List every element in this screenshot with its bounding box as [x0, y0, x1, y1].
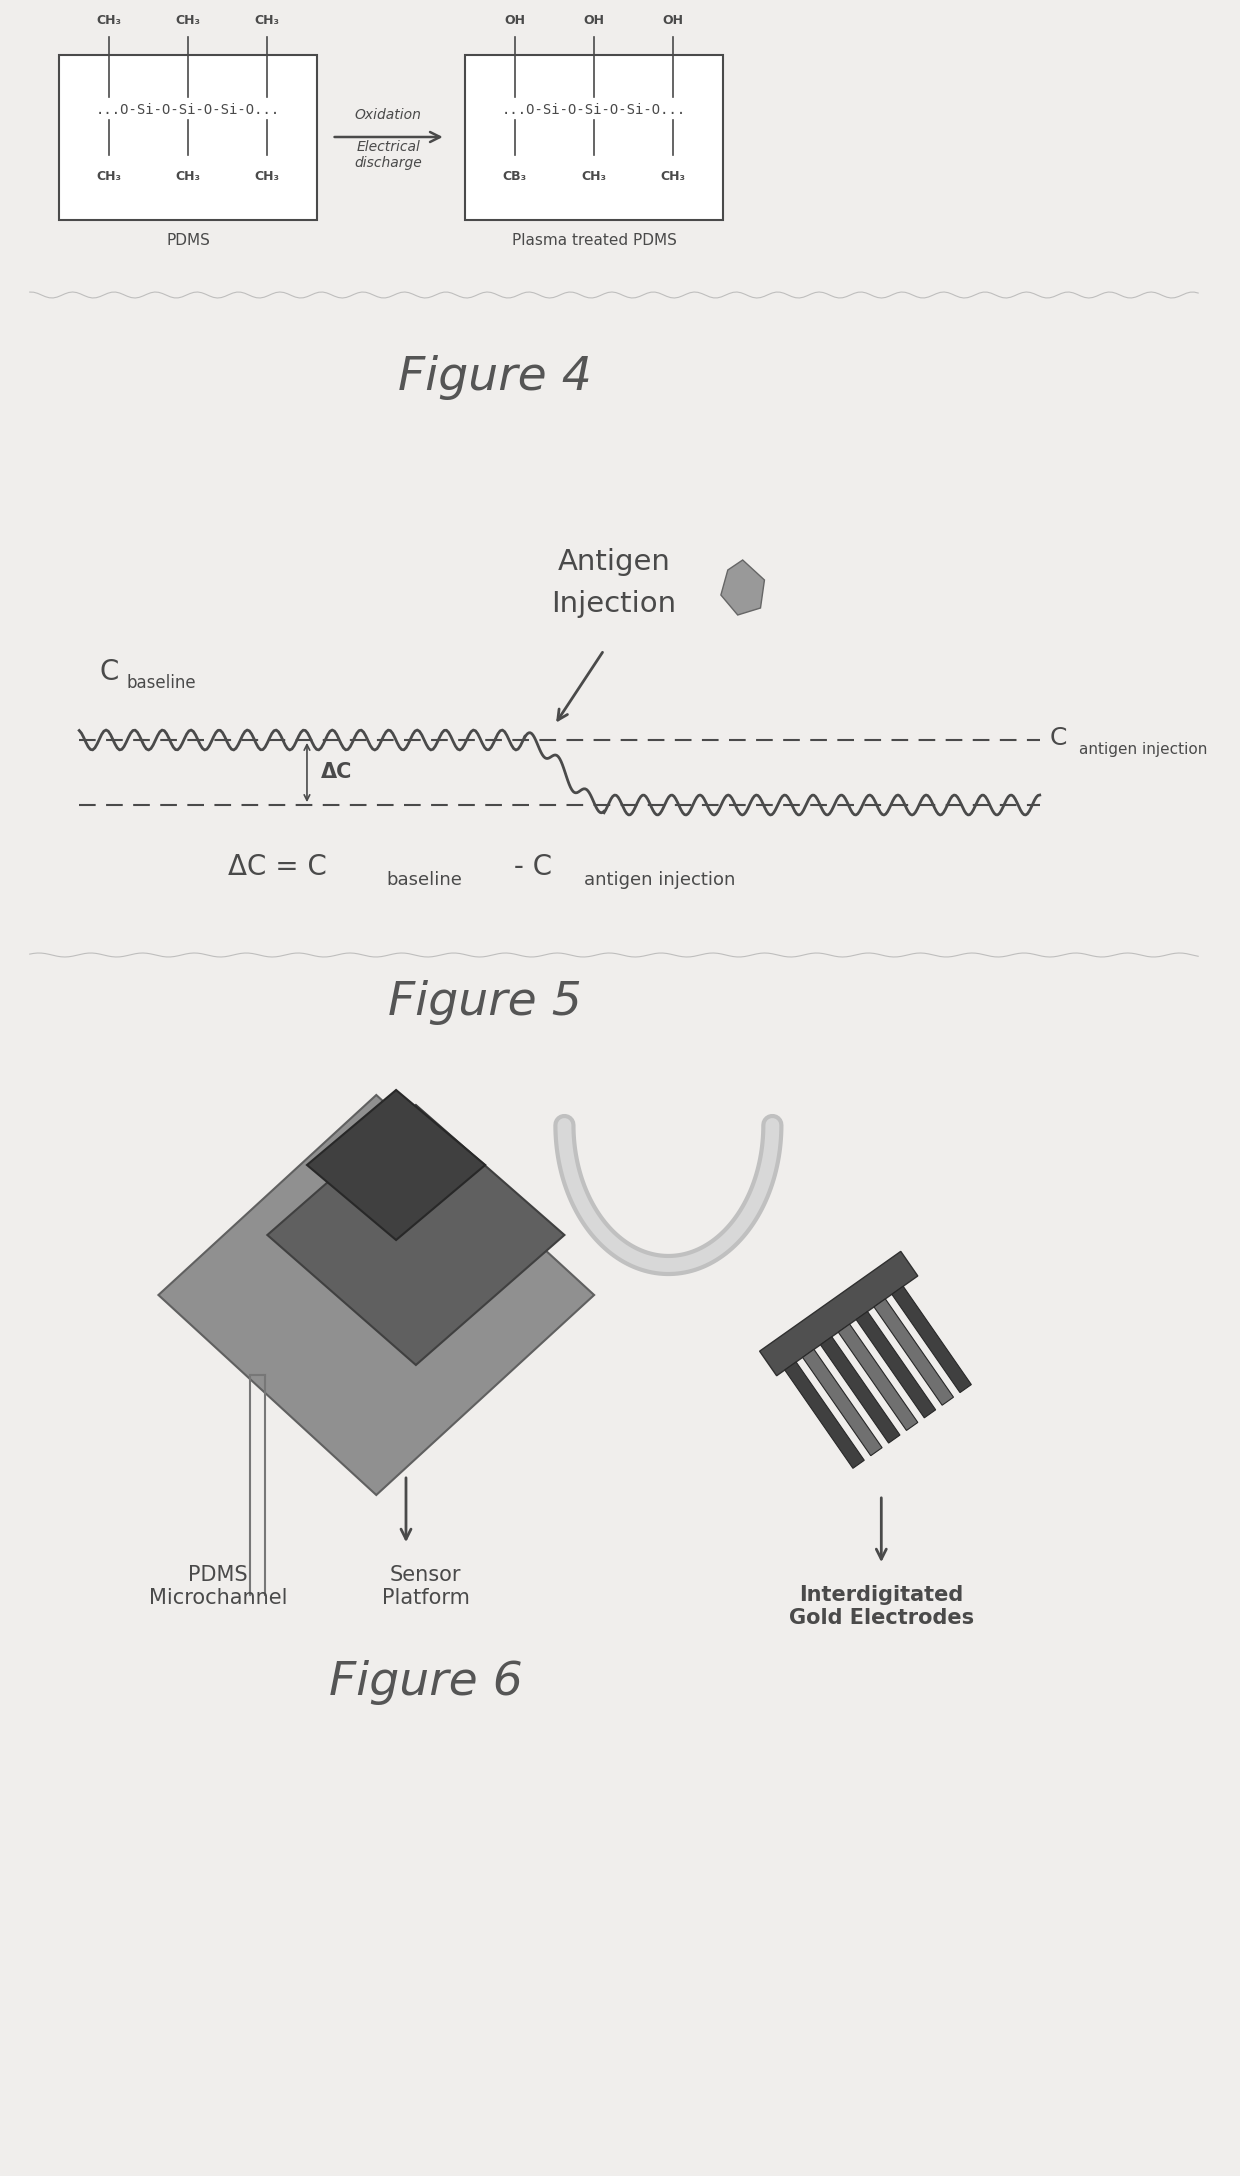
Text: C: C [1049, 727, 1066, 751]
Text: CH₃: CH₃ [176, 170, 201, 183]
Text: OH: OH [584, 13, 605, 26]
Text: ΔC: ΔC [321, 762, 352, 781]
Text: CH₃: CH₃ [97, 170, 122, 183]
Polygon shape [802, 1349, 882, 1456]
Text: baseline: baseline [126, 675, 196, 692]
FancyArrowPatch shape [335, 133, 440, 141]
Text: ...O-Si-O-Si-O-Si-O...: ...O-Si-O-Si-O-Si-O... [95, 102, 280, 118]
Text: C: C [99, 657, 118, 685]
Text: CH₃: CH₃ [582, 170, 606, 183]
Text: Sensor
Platform: Sensor Platform [382, 1565, 470, 1608]
Polygon shape [785, 1362, 864, 1469]
Polygon shape [720, 559, 764, 616]
Text: Antigen: Antigen [558, 548, 671, 577]
Polygon shape [760, 1251, 918, 1375]
Text: OH: OH [505, 13, 526, 26]
Text: baseline: baseline [386, 870, 463, 890]
Text: discharge: discharge [355, 157, 422, 170]
Text: PDMS
Microchannel: PDMS Microchannel [149, 1565, 288, 1608]
Text: CH₃: CH₃ [97, 13, 122, 26]
Polygon shape [308, 1090, 485, 1240]
Polygon shape [268, 1105, 564, 1364]
Polygon shape [821, 1336, 900, 1443]
Bar [465, 54, 723, 220]
Polygon shape [856, 1312, 936, 1419]
Text: ...O-Si-O-Si-O-Si-O...: ...O-Si-O-Si-O-Si-O... [502, 102, 686, 118]
Polygon shape [892, 1286, 971, 1393]
Text: - C: - C [505, 853, 552, 881]
Text: Plasma treated PDMS: Plasma treated PDMS [512, 233, 677, 248]
Text: Figure 5: Figure 5 [388, 979, 582, 1025]
Text: CH₃: CH₃ [176, 13, 201, 26]
Text: PDMS: PDMS [166, 233, 210, 248]
Polygon shape [159, 1095, 594, 1495]
Text: Figure 6: Figure 6 [329, 1660, 523, 1706]
Text: antigen injection: antigen injection [1079, 742, 1208, 757]
FancyArrowPatch shape [558, 653, 603, 720]
Bar [60, 54, 317, 220]
Text: Oxidation: Oxidation [355, 109, 422, 122]
Text: CH₃: CH₃ [255, 13, 280, 26]
Text: CH₃: CH₃ [255, 170, 280, 183]
Text: CB₃: CB₃ [503, 170, 527, 183]
Text: CH₃: CH₃ [661, 170, 686, 183]
Text: Electrical: Electrical [356, 139, 420, 154]
Text: antigen injection: antigen injection [584, 870, 735, 890]
Text: OH: OH [663, 13, 683, 26]
Text: Figure 4: Figure 4 [398, 355, 591, 400]
Polygon shape [874, 1299, 954, 1406]
Text: Interdigitated
Gold Electrodes: Interdigitated Gold Electrodes [789, 1584, 973, 1628]
Text: ΔC = C: ΔC = C [228, 853, 326, 881]
Text: Injection: Injection [552, 590, 677, 618]
Polygon shape [838, 1325, 918, 1430]
